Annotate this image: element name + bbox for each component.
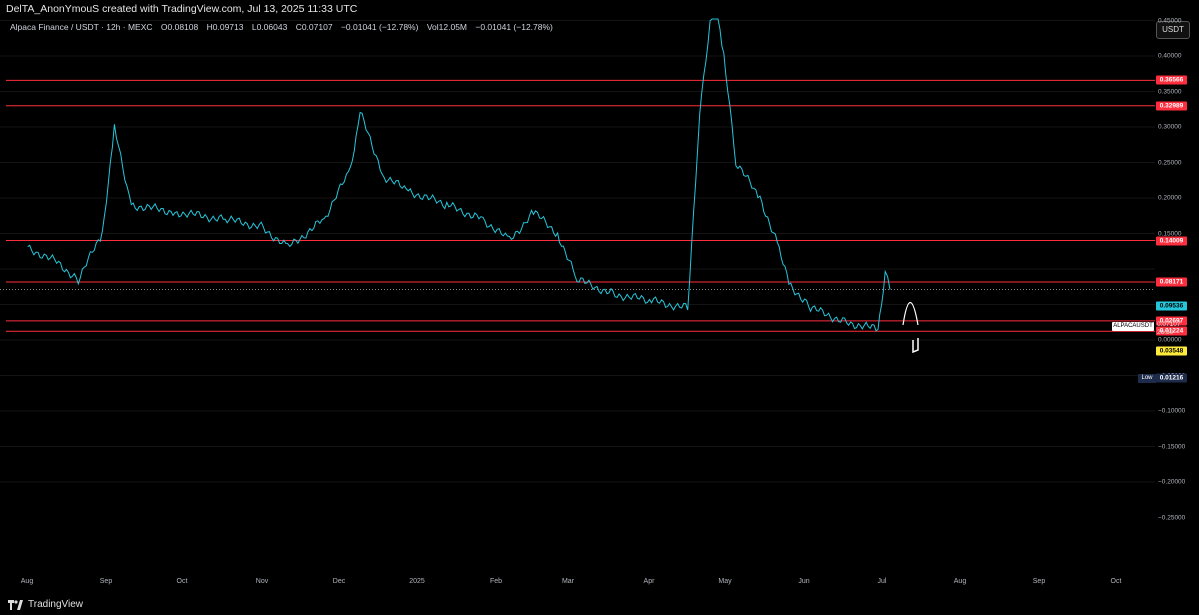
- price-tick-label: 0.35000: [1158, 88, 1182, 95]
- price-tick-label: −0.20000: [1158, 478, 1186, 486]
- time-axis-label: Mar: [561, 578, 575, 585]
- legend-symbol[interactable]: Alpaca Finance / USDT · 12h · MEXC: [10, 22, 153, 32]
- time-axis-label: May: [718, 578, 732, 585]
- chart-credit: DelTA_AnonYmouS created with TradingView…: [0, 0, 1199, 18]
- time-axis-label: Sep: [99, 578, 113, 585]
- price-tick-label: 0.40000: [1158, 52, 1182, 60]
- tradingview-icon: [8, 599, 23, 610]
- legend-close: C0.07107: [295, 22, 333, 32]
- legend-open: O0.08108: [160, 22, 199, 32]
- time-axis-label: Apr: [643, 578, 655, 585]
- legend-high: H0.09713: [206, 22, 244, 32]
- symbol-chip: ALPACAUSDT: [1112, 322, 1154, 331]
- time-axis-label: Sep: [1032, 578, 1046, 585]
- tradingview-logo[interactable]: TradingView: [8, 599, 83, 610]
- level-price-tag: 0.01224: [1156, 326, 1187, 336]
- yellow-price-tag: 0.03548: [1156, 346, 1187, 356]
- time-axis-label: Jun: [798, 578, 810, 585]
- low-chip: Low: [1138, 374, 1156, 383]
- time-axis-label: 2025: [409, 578, 425, 585]
- price-tick-label: 0.15000: [1158, 230, 1182, 237]
- level-price-tag: 0.08171: [1156, 277, 1187, 287]
- annotation-arc: [902, 302, 919, 326]
- price-tick-label: 0.25000: [1158, 159, 1182, 166]
- current-price-readout: 0.07107 26:30: [1157, 321, 1181, 337]
- brand-text: TradingView: [28, 599, 84, 610]
- level-price-tag: 0.02697: [1156, 316, 1187, 326]
- time-axis-label: Nov: [255, 578, 269, 585]
- time-axis-label: Oct: [176, 578, 188, 585]
- chart-pane[interactable]: [0, 18, 1155, 595]
- currency-button[interactable]: USDT: [1156, 21, 1190, 39]
- legend-vol-change: −0.01041 (−12.78%): [475, 22, 553, 32]
- price-tick-label: 0.30000: [1158, 123, 1182, 131]
- legend-volume: Vol12.05M: [426, 22, 467, 32]
- level-price-tag: 0.14009: [1156, 236, 1187, 246]
- low-price-tag: 0.01216: [1156, 373, 1187, 383]
- time-axis-label: Jul: [877, 578, 887, 585]
- footer: TradingView: [0, 595, 1199, 615]
- legend-low: L0.06043: [251, 22, 288, 32]
- price-tick-label: −0.15000: [1158, 443, 1186, 450]
- price-tick-label: −0.10000: [1158, 407, 1186, 415]
- high-price-tag: 0.09536: [1156, 301, 1187, 311]
- time-axis-label: Oct: [1110, 578, 1122, 585]
- time-axis-label: Aug: [20, 578, 34, 585]
- chart-legend: Alpaca Finance / USDT · 12h · MEXC O0.08…: [10, 22, 559, 32]
- price-tick-label: 0.00000: [1158, 336, 1182, 344]
- level-price-tag: 0.32989: [1156, 101, 1187, 111]
- time-axis-label: Feb: [489, 578, 503, 585]
- price-tick-label: 0.45000: [1158, 17, 1182, 24]
- legend-change: −0.01041 (−12.78%): [340, 22, 419, 32]
- time-axis-label: Aug: [953, 578, 967, 585]
- current-price: 0.07107: [1157, 321, 1181, 328]
- bar-countdown: 26:30: [1157, 329, 1174, 336]
- annotation-arrow: [912, 338, 919, 354]
- price-tick-label: 0.20000: [1158, 194, 1182, 202]
- time-axis-label: Dec: [332, 578, 346, 585]
- price-series-line: [27, 18, 891, 332]
- level-price-tag: 0.36566: [1156, 75, 1187, 85]
- price-tick-label: −0.25000: [1158, 514, 1186, 521]
